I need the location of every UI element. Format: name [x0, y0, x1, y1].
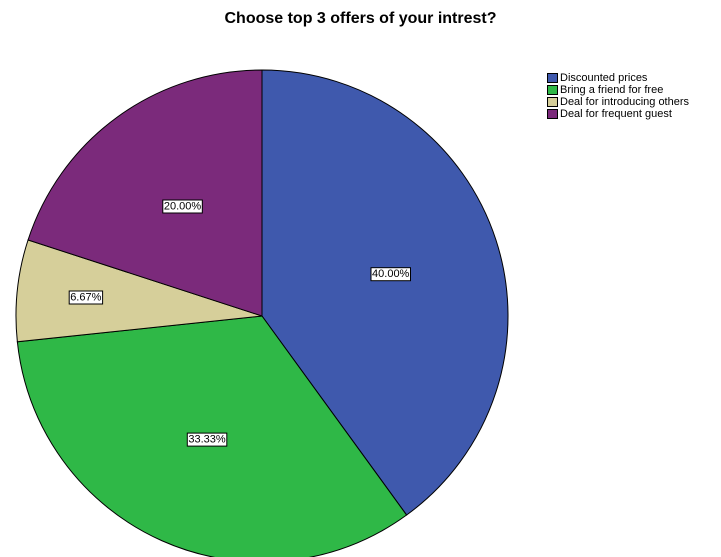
legend-item-bring-a-friend: Bring a friend for free — [547, 84, 689, 96]
slice-label-box — [162, 199, 203, 214]
slice-label-text: 40.00% — [372, 268, 410, 280]
legend-item-introducing-others: Deal for introducing others — [547, 96, 689, 108]
slice-label-text: 20.00% — [164, 201, 202, 213]
legend-item-frequent-guest: Deal for frequent guest — [547, 108, 689, 120]
slice-label: 33.33% — [186, 432, 228, 447]
legend-item-discounted-prices: Discounted prices — [547, 72, 689, 84]
slice-label-box — [370, 267, 411, 282]
pie-slice-deal-for-frequent-guest — [27, 69, 263, 317]
slice-label-text: 33.33% — [188, 434, 226, 446]
legend-swatch — [547, 85, 558, 95]
slice-label: 40.00% — [370, 267, 411, 282]
legend-swatch — [547, 73, 558, 83]
slice-label: 6.67% — [68, 290, 104, 305]
legend-swatch — [547, 109, 558, 119]
pie-labels: 40.00% 33.33% 6.67% 20.00% — [68, 199, 411, 447]
chart-legend: Discounted prices Bring a friend for fre… — [547, 72, 689, 120]
slice-label-text: 6.67% — [70, 292, 101, 304]
slice-label: 20.00% — [162, 199, 203, 214]
legend-label: Deal for frequent guest — [560, 108, 672, 120]
legend-label: Deal for introducing others — [560, 96, 690, 108]
legend-label: Discounted prices — [560, 72, 648, 84]
slice-label-box — [186, 432, 228, 447]
chart-title: Choose top 3 offers of your intrest? — [224, 10, 497, 27]
slice-label-box — [68, 290, 104, 305]
pie-slice-discounted-prices — [261, 69, 509, 516]
pie-slices — [15, 69, 509, 557]
legend-swatch — [547, 97, 558, 107]
legend-label: Bring a friend for free — [560, 84, 664, 96]
